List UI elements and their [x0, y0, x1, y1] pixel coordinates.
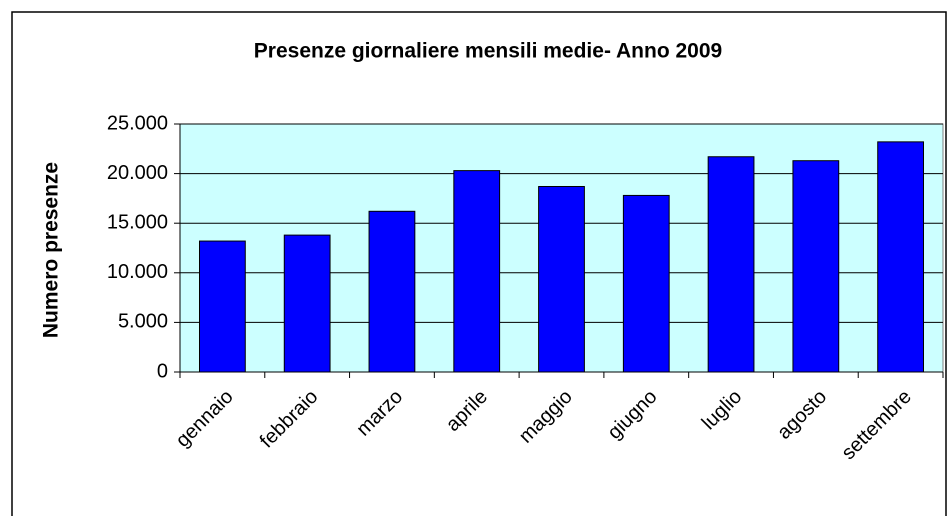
- bar: [283, 234, 331, 373]
- bar: [368, 210, 416, 373]
- bar: [198, 240, 246, 373]
- bar: [453, 170, 501, 373]
- y-tick-label: 10.000: [107, 261, 168, 283]
- y-tick-label: 15.000: [107, 211, 168, 233]
- y-axis-label: Numero presenze: [40, 162, 63, 338]
- bar: [707, 156, 755, 373]
- bar: [792, 160, 840, 373]
- bar: [538, 185, 585, 373]
- y-tick-label: 5.000: [118, 311, 168, 333]
- bar: [877, 141, 925, 373]
- bar: [622, 194, 670, 373]
- y-tick-label: 20.000: [107, 162, 168, 184]
- y-tick-label: 0: [157, 360, 168, 382]
- chart-title: Presenze giornaliere mensili medie- Anno…: [254, 40, 722, 63]
- y-tick-label: 25.000: [107, 112, 168, 134]
